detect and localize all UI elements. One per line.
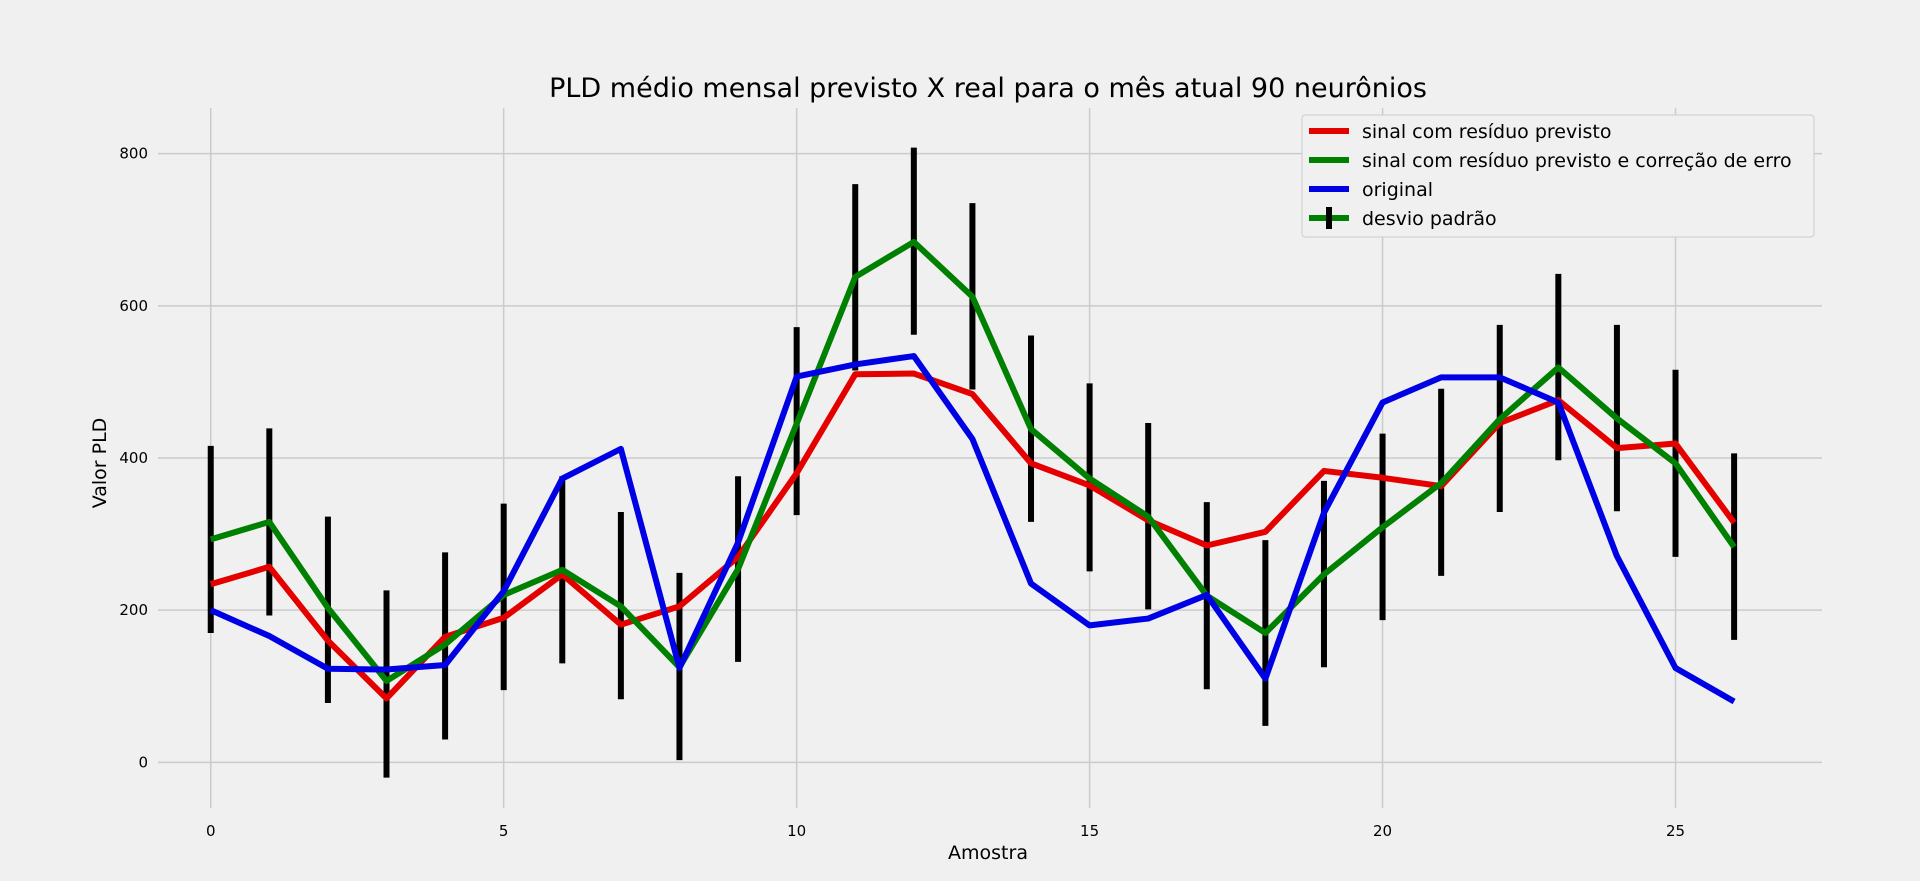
series-line-2 (209, 238, 1737, 684)
x-tick-label: 25 (1666, 822, 1685, 840)
y-tick-label: 800 (119, 145, 148, 163)
x-tick-label: 0 (206, 822, 216, 840)
y-tick-label: 200 (119, 601, 148, 619)
y-tick-label: 400 (119, 449, 148, 467)
chart-title: PLD médio mensal previsto X real para o … (549, 73, 1427, 104)
tick-labels: 0 5 10 15 20 25 0 200 400 600 800 (119, 145, 1685, 840)
legend-label: desvio padrão (1362, 208, 1497, 230)
legend-label: sinal com resíduo previsto e correção de… (1362, 150, 1792, 172)
y-tick-label: 0 (138, 753, 148, 771)
x-tick-label: 10 (787, 822, 806, 840)
legend-label: original (1362, 179, 1433, 201)
legend-label: sinal com resíduo previsto (1362, 121, 1611, 143)
series-lines (209, 238, 1737, 705)
series-line-3 (209, 353, 1736, 705)
x-tick-label: 5 (499, 822, 509, 840)
x-tick-label: 15 (1080, 822, 1099, 840)
y-tick-label: 600 (119, 297, 148, 315)
y-axis-label: Valor PLD (89, 418, 111, 509)
x-axis-label: Amostra (948, 842, 1028, 864)
legend-box (1301, 114, 1815, 238)
x-tick-label: 20 (1373, 822, 1392, 840)
legend: sinal com resíduo previsto sinal com resí… (1301, 114, 1815, 238)
